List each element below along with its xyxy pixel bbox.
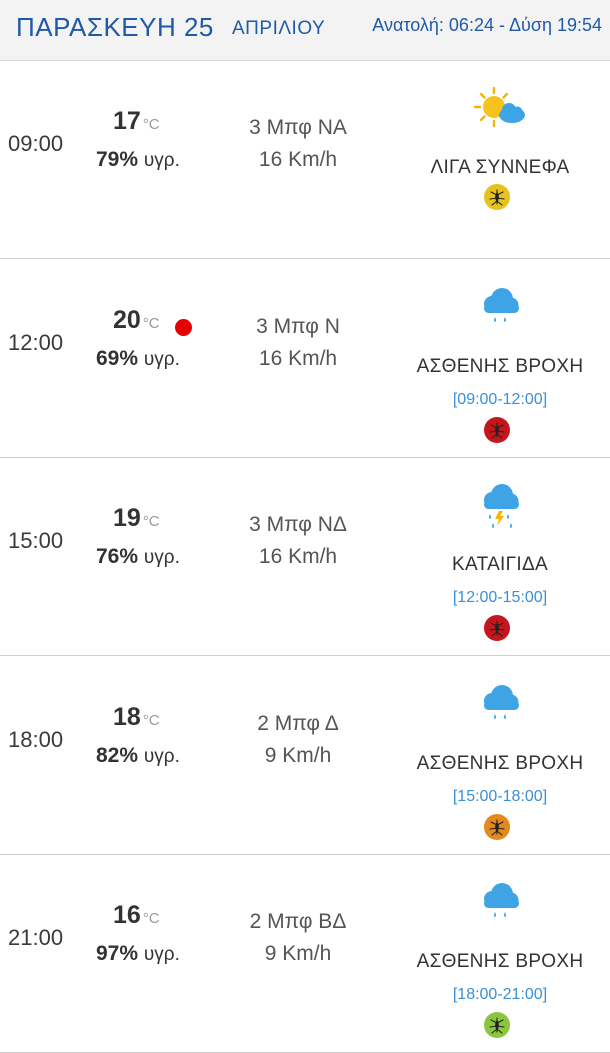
humidity-value: 69% [96,346,139,370]
humidity: 97% υγρ. [96,942,180,966]
temperature: 17 °C [113,107,160,136]
mosquito-icon [484,1012,510,1038]
humidity: 79% υγρ. [96,148,180,172]
weather-description: ΚΑΤΑΙΓΙΔΑ [452,554,548,575]
weather-description: ΛΙΓΑ ΣΥΝΝΕΦΑ [430,157,570,178]
forecast-row: 15:00 19 °C 76% υγρ. 3 Μπφ ΝΔ 16 Km/h ΚΑΤΑΙΓΙΔ… [0,458,610,656]
weather-description: ΑΣΘΕΝΗΣ ΒΡΟΧΗ [416,752,584,774]
forecast-time: 12:00 [8,329,64,355]
wind-speed: 9 Km/h [264,942,332,965]
temperature-unit: °C [142,711,160,729]
rain-period: [09:00-12:00] [452,390,548,408]
wind-speed: 9 Km/h [264,743,332,767]
header-month: ΑΠΡΙΛΙΟΥ [232,18,326,39]
temperature-unit: °C [142,910,160,927]
light-rain-icon [472,681,528,731]
wind-beaufort: 3 Μπφ ΝΑ [249,116,347,139]
humidity-unit: υγρ. [143,547,180,568]
wind-beaufort: 2 Μπφ Δ [257,711,339,735]
humidity-value: 97% [96,942,139,965]
wind-speed: 16 Km/h [258,545,338,568]
humidity-value: 76% [96,545,139,568]
rain-period: [12:00-15:00] [452,589,548,606]
humidity-unit: υγρ. [143,944,180,965]
mosquito-icon [484,813,510,840]
temperature: 16 °C [113,901,160,930]
forecast-time: 15:00 [8,528,64,553]
humidity-unit: υγρ. [143,745,180,767]
light-rain-icon [472,879,528,929]
humidity-value: 82% [96,743,139,767]
weather-description: ΑΣΘΕΝΗΣ ΒΡΟΧΗ [416,355,584,377]
thunderstorm-icon [472,482,528,532]
wind-speed: 16 Km/h [258,346,338,370]
weather-description: ΑΣΘΕΝΗΣ ΒΡΟΧΗ [416,951,584,972]
humidity: 76% υγρ. [96,545,180,569]
forecast-time: 21:00 [8,925,64,950]
temperature-value: 16 [113,901,141,929]
wind-speed: 16 Km/h [258,148,338,171]
mosquito-icon [484,416,510,443]
light-rain-icon [472,284,528,334]
temperature-unit: °C [142,314,160,332]
wind-beaufort: 3 Μπφ Ν [256,314,340,338]
mosquito-icon [484,615,510,641]
wind-beaufort: 3 Μπφ ΝΔ [249,513,347,536]
forecast-header: ΠΑΡΑΣΚΕΥΗ 25 ΑΠΡΙΛΙΟΥ Ανατολή: 06:24 - Δ… [0,0,610,61]
temperature-unit: °C [142,513,160,530]
temperature: 19 °C [113,504,160,533]
rain-period: [15:00-18:00] [452,787,548,805]
rain-period: [18:00-21:00] [452,986,548,1003]
forecast-time: 18:00 [8,726,64,752]
humidity-unit: υγρ. [143,150,180,171]
forecast-row: 21:00 16 °C 97% υγρ. 2 Μπφ ΒΔ 9 Km/h ΑΣΘΕΝΗΣ Β… [0,855,610,1053]
sunrise-sunset: Ανατολή: 06:24 - Δύση 19:54 [372,15,602,35]
max-temp-dot [175,318,192,336]
humidity-value: 79% [96,148,139,171]
temperature: 18 °C [113,703,160,732]
temperature-unit: °C [142,116,160,133]
humidity-unit: υγρ. [143,348,180,370]
header-day: ΠΑΡΑΣΚΕΥΗ 25 [16,12,214,42]
temperature-value: 19 [113,504,141,532]
temperature-value: 18 [113,702,141,731]
mosquito-icon [484,184,510,210]
forecast-row: 12:00 20 °C 69% υγρ. 3 Μπφ Ν 16 Km/h ΑΣΘΕΝΗΣ Β… [0,259,610,458]
humidity: 69% υγρ. [96,347,180,371]
temperature-value: 20 [113,305,141,334]
forecast-row: 09:00 17 °C 79% υγρ. 3 Μπφ ΝΑ 16 Km/h ΛΙΓΑ ΣΥΝ… [0,61,610,259]
forecast-time: 09:00 [8,131,64,156]
temperature: 20 °C [113,306,160,335]
humidity: 82% υγρ. [96,744,180,768]
wind-beaufort: 2 Μπφ ΒΔ [249,910,347,933]
partly-cloudy-icon [472,85,528,135]
temperature-value: 17 [113,107,141,135]
